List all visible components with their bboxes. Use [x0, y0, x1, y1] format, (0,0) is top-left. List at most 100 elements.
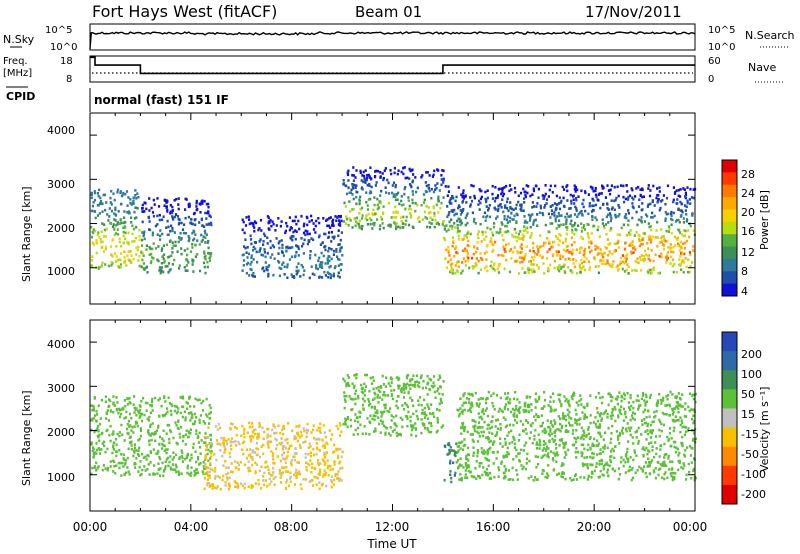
- velocity-echo-cell: [208, 476, 211, 479]
- velocity-echo-cell: [126, 397, 129, 400]
- power-echo-cell: [506, 200, 509, 204]
- power-echo-cell: [541, 211, 544, 215]
- power-echo-cell: [126, 240, 129, 244]
- power-echo-cell: [202, 235, 205, 238]
- velocity-echo-cell: [692, 457, 696, 460]
- power-echo-cell: [503, 186, 506, 189]
- velocity-echo-cell: [534, 406, 537, 409]
- power-echo-cell: [103, 223, 106, 226]
- velocity-echo-cell: [402, 382, 405, 386]
- velocity-echo-cell: [645, 438, 648, 441]
- velocity-echo-cell: [583, 456, 586, 459]
- power-echo-cell: [494, 186, 497, 189]
- velocity-echo-cell: [515, 415, 519, 418]
- power-echo-cell: [610, 207, 613, 211]
- power-echo-cell: [376, 203, 379, 207]
- velocity-echo-cell: [622, 407, 625, 411]
- velocity-echo-cell: [677, 410, 680, 414]
- velocity-echo-cell: [285, 470, 288, 473]
- power-echo-cell: [169, 268, 172, 271]
- power-echo-cell: [503, 217, 506, 221]
- power-echo-cell: [558, 207, 562, 211]
- velocity-echo-cell: [296, 432, 300, 436]
- power-echo-cell: [545, 257, 549, 260]
- power-echo-cell: [652, 259, 655, 263]
- power-echo-cell: [286, 276, 289, 279]
- power-echo-cell: [245, 271, 248, 275]
- velocity-echo-cell: [546, 445, 549, 449]
- velocity-echo-cell: [521, 423, 525, 426]
- power-echo-cell: [643, 255, 646, 258]
- power-echo-cell: [414, 176, 417, 179]
- velocity-echo-cell: [428, 421, 431, 425]
- power-echo-cell: [649, 268, 652, 272]
- power-echo-cell: [685, 220, 688, 223]
- velocity-echo-cell: [580, 403, 583, 406]
- velocity-echo-cell: [345, 384, 348, 388]
- velocity-echo-cell: [420, 374, 423, 377]
- power-echo-cell: [612, 260, 615, 263]
- power-echo-cell: [531, 213, 534, 216]
- power-panel-frame: [89, 112, 696, 305]
- power-echo-cell: [400, 170, 403, 174]
- power-echo-cell: [575, 209, 578, 212]
- power-echo-cell: [421, 218, 424, 221]
- power-echo-cell: [116, 223, 119, 226]
- noise-panel-frame: [89, 23, 696, 51]
- velocity-echo-cell: [282, 457, 285, 460]
- power-echo-cell: [570, 219, 573, 223]
- power-echo-cell: [616, 185, 619, 189]
- power-echo-cell: [127, 231, 130, 235]
- power-echo-cell: [524, 193, 527, 197]
- velocity-echo-cell: [204, 432, 207, 435]
- velocity-echo-cell: [90, 472, 93, 476]
- power-echo-cell: [336, 255, 339, 258]
- power-cbar-label: Power [dB]: [758, 190, 771, 250]
- velocity-echo-cell: [342, 422, 345, 426]
- power-echo-cell: [597, 225, 600, 229]
- velocity-echo-cell: [385, 427, 388, 430]
- power-echo-cell: [192, 238, 195, 242]
- velocity-echo-cell: [522, 408, 525, 412]
- velocity-echo-cell: [346, 417, 349, 421]
- power-echo-cell: [408, 204, 411, 208]
- power-echo-cell: [672, 250, 675, 254]
- velocity-echo-cell: [476, 449, 479, 452]
- power-echo-cell: [184, 269, 187, 272]
- velocity-echo-cell: [480, 430, 483, 434]
- power-echo-cell: [498, 263, 501, 266]
- velocity-echo-cell: [420, 404, 423, 407]
- power-echo-cell: [672, 270, 675, 274]
- velocity-echo-cell: [122, 453, 125, 456]
- power-echo-cell: [427, 211, 431, 215]
- velocity-echo-cell: [175, 405, 178, 408]
- power-echo-cell: [594, 193, 598, 197]
- velocity-echo-cell: [95, 419, 98, 423]
- power-echo-cell: [638, 198, 641, 201]
- velocity-echo-cell: [271, 428, 274, 432]
- power-echo-cell: [364, 169, 367, 172]
- power-echo-cell: [519, 230, 522, 233]
- velocity-echo-cell: [361, 403, 365, 407]
- power-echo-cell: [145, 266, 148, 270]
- power-echo-cell: [360, 179, 363, 182]
- power-echo-cell: [203, 265, 206, 269]
- power-echo-cell: [432, 206, 435, 210]
- velocity-echo-cell: [309, 459, 312, 462]
- power-echo-cell: [640, 216, 643, 219]
- velocity-echo-cell: [464, 473, 467, 476]
- power-echo-cell: [99, 238, 102, 241]
- power-echo-cell: [317, 217, 320, 220]
- power-echo-cell: [451, 224, 454, 228]
- velocity-echo-cell: [137, 470, 140, 473]
- power-echo-cell: [680, 252, 683, 255]
- power-echo-cell: [535, 205, 538, 208]
- power-echo-cell: [358, 224, 361, 228]
- velocity-echo-cell: [112, 459, 115, 463]
- power-echo-cell: [456, 252, 459, 255]
- power-echo-cell: [394, 205, 397, 209]
- velocity-echo-cell: [381, 412, 384, 415]
- power-echo-cell: [508, 220, 511, 223]
- power-echo-cell: [544, 241, 547, 245]
- power-echo-cell: [427, 183, 430, 187]
